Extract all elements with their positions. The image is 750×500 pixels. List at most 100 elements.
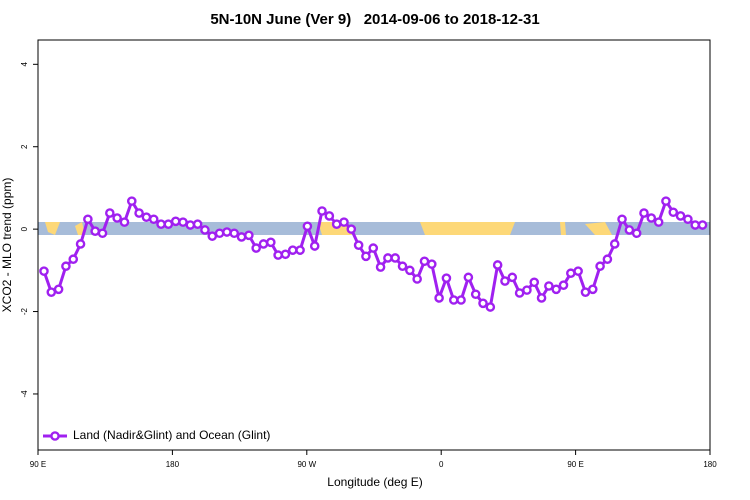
- point: [434, 293, 444, 303]
- point: [675, 211, 686, 221]
- map-strip: [38, 222, 710, 235]
- point: [609, 239, 620, 249]
- point: [126, 196, 137, 206]
- point: [309, 241, 320, 251]
- point: [361, 251, 371, 262]
- point: [478, 298, 488, 309]
- point: [192, 219, 203, 229]
- land-patch: [585, 222, 612, 235]
- point: [170, 216, 181, 227]
- point: [661, 196, 671, 206]
- point: [412, 274, 422, 284]
- point: [405, 265, 415, 276]
- point: [258, 239, 269, 249]
- point: [580, 287, 591, 297]
- point: [295, 245, 305, 255]
- y-tick-label: -2: [20, 307, 29, 315]
- point: [573, 266, 583, 276]
- point: [595, 261, 605, 272]
- point: [602, 254, 613, 265]
- point: [697, 220, 708, 230]
- land-patch: [75, 222, 85, 235]
- point: [390, 253, 401, 263]
- point: [148, 214, 159, 225]
- point: [331, 219, 342, 229]
- point: [339, 217, 349, 227]
- point: [624, 225, 635, 235]
- point: [112, 213, 122, 223]
- point: [375, 262, 386, 272]
- point: [324, 211, 335, 221]
- point: [317, 206, 327, 216]
- chart-title: 5N-10N June (Ver 9) 2014-09-06 to 2018-1…: [210, 11, 539, 28]
- point: [668, 207, 679, 218]
- legend-label: Land (Nadir&Glint) and Ocean (Glint): [73, 428, 270, 442]
- legend-marker: [50, 431, 60, 441]
- point: [134, 208, 144, 218]
- point: [46, 287, 57, 297]
- point: [83, 214, 93, 225]
- y-tick-label: 4: [20, 62, 29, 67]
- y-tick-label: -4: [20, 390, 29, 398]
- point: [522, 285, 532, 295]
- land-patch: [420, 222, 515, 235]
- point: [229, 228, 240, 239]
- point: [222, 227, 232, 237]
- point: [236, 232, 247, 242]
- x-axis-label: Longitude (deg E): [327, 475, 422, 489]
- point: [53, 284, 64, 295]
- point: [119, 217, 130, 227]
- y-tick-label: 0: [20, 226, 29, 231]
- point: [514, 288, 525, 298]
- point: [646, 213, 657, 223]
- point: [631, 228, 642, 239]
- point: [185, 220, 196, 230]
- point: [463, 272, 474, 283]
- point: [105, 208, 115, 218]
- point: [141, 212, 152, 222]
- y-tick-label: 2: [20, 144, 29, 149]
- point: [346, 224, 357, 234]
- point: [492, 260, 503, 270]
- point: [683, 214, 693, 225]
- point: [397, 261, 408, 272]
- point: [529, 277, 540, 288]
- x-tick-label: 90 E: [567, 460, 583, 469]
- point: [75, 239, 86, 249]
- point: [90, 226, 100, 236]
- point: [302, 221, 313, 232]
- y-axis-label: XCO2 - MLO trend (ppm): [0, 178, 14, 313]
- point: [273, 250, 283, 260]
- land-patch: [45, 222, 60, 235]
- point: [551, 284, 561, 295]
- point: [426, 259, 437, 269]
- x-tick-label: 90 E: [30, 460, 46, 469]
- x-tick-label: 180: [703, 460, 717, 469]
- point: [485, 302, 496, 312]
- point: [587, 284, 598, 295]
- point: [617, 214, 627, 225]
- point: [97, 228, 108, 239]
- point: [178, 217, 188, 227]
- point: [456, 295, 466, 305]
- point: [566, 268, 576, 279]
- point: [639, 208, 649, 218]
- point: [500, 276, 510, 286]
- point: [163, 219, 174, 229]
- point: [653, 217, 664, 227]
- x-tick-label: 180: [166, 460, 180, 469]
- point: [470, 289, 481, 300]
- point: [207, 231, 218, 241]
- point: [68, 254, 79, 265]
- point: [244, 230, 254, 241]
- point: [507, 272, 518, 283]
- point: [61, 261, 71, 272]
- point: [419, 256, 430, 267]
- land-patch: [560, 222, 566, 235]
- x-tick-label: 0: [439, 460, 444, 469]
- point: [280, 249, 291, 260]
- point: [214, 228, 225, 239]
- plot-frame: [37, 39, 711, 451]
- point: [536, 293, 547, 303]
- point: [39, 266, 49, 276]
